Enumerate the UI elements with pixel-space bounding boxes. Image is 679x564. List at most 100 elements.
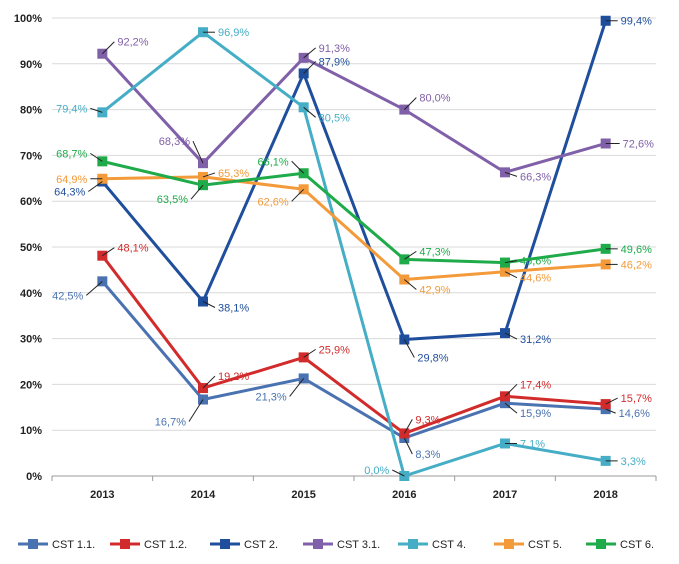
label-leader-line	[504, 260, 518, 264]
label-leader-line	[404, 250, 417, 260]
data-label: 65,3%	[218, 168, 249, 180]
data-label: 19,2%	[218, 371, 249, 383]
label-leader-line	[303, 47, 316, 59]
data-label: 96,9%	[218, 27, 249, 39]
legend-swatch-marker	[120, 539, 130, 549]
legend-item: CST 5.	[494, 539, 562, 551]
data-label: 15,9%	[520, 408, 551, 420]
label-leader-line	[188, 399, 204, 422]
legend-label: CST 1.1.	[52, 539, 95, 551]
legend-item: CST 3.1.	[303, 539, 380, 551]
series-line	[101, 20, 608, 342]
label-leader-line	[90, 152, 103, 162]
legend: CST 1.1. CST 1.2. CST 2. CST 3.1. CST 4. CST …	[18, 539, 654, 551]
legend-swatch-marker	[596, 539, 606, 549]
legend-label: CST 1.2.	[144, 539, 187, 551]
data-label: 15,7%	[621, 393, 652, 405]
series-line	[101, 159, 606, 265]
data-label: 68,7%	[56, 148, 87, 160]
series-line	[101, 52, 607, 174]
data-label: 72,6%	[623, 138, 654, 150]
x-tick-label: 2015	[291, 489, 315, 501]
y-tick-label: 100%	[14, 13, 42, 25]
data-label: 42,5%	[52, 290, 83, 302]
x-tick-label: 2016	[392, 489, 416, 501]
data-label: 0,0%	[364, 465, 389, 477]
data-label: 31,2%	[520, 334, 551, 346]
series-line	[101, 30, 606, 478]
label-leader-line	[291, 188, 305, 202]
label-leader-line	[202, 172, 216, 178]
label-leader-line	[303, 106, 316, 118]
data-label: 80,5%	[319, 112, 350, 124]
label-leader-line	[88, 181, 103, 192]
data-label: 8,3%	[415, 449, 440, 461]
y-tick-label: 10%	[20, 425, 42, 437]
label-leader-line	[605, 397, 618, 405]
y-tick-label: 70%	[20, 150, 42, 162]
data-label: 42,9%	[419, 285, 450, 297]
y-tick-label: 20%	[20, 379, 42, 391]
data-label: 49,6%	[621, 244, 652, 256]
legend-item: CST 1.2.	[110, 539, 187, 551]
data-label: 99,4%	[621, 16, 652, 28]
data-label: 47,3%	[419, 246, 450, 258]
data-label: 25,9%	[319, 344, 350, 356]
legend-swatch-marker	[504, 539, 514, 549]
data-label: 44,6%	[520, 273, 551, 285]
label-leader-line	[403, 437, 413, 455]
axes: 0% 10% 20% 30% 40% 50% 60% 70% 80% 90% 100% 2013 201…	[14, 13, 657, 501]
data-label: 46,2%	[621, 259, 652, 271]
data-label: 64,3%	[54, 187, 85, 199]
data-label: 64,9%	[56, 174, 87, 186]
label-leader-line	[192, 140, 204, 164]
label-leader-line	[90, 107, 103, 113]
data-labels: 42,5% 16,7% 21,3% 8,3% 15,9% 14,6% 48,1% 19,2% 2…	[52, 16, 654, 477]
legend-label: CST 3.1.	[337, 539, 380, 551]
legend-swatch-marker	[408, 539, 418, 549]
label-leader-line	[403, 339, 415, 358]
label-leader-line	[404, 279, 417, 290]
label-leader-line	[190, 184, 204, 200]
data-label: 92,2%	[117, 37, 148, 49]
data-label: 79,4%	[56, 103, 87, 115]
data-label: 38,1%	[218, 303, 249, 315]
label-leader-line	[289, 378, 305, 397]
x-tick-label: 2017	[493, 489, 517, 501]
series-line	[102, 175, 606, 282]
x-tick-label: 2013	[90, 489, 114, 501]
data-label: 46,6%	[520, 256, 551, 268]
data-label: 21,3%	[255, 391, 286, 403]
x-tick-label: 2018	[593, 489, 617, 501]
data-label: 9,3%	[415, 414, 440, 426]
data-label: 48,1%	[117, 243, 148, 255]
label-leader-line	[504, 383, 518, 397]
label-leader-line	[403, 419, 413, 434]
data-label: 7,1%	[520, 438, 545, 450]
legend-item: CST 1.1.	[18, 539, 95, 551]
y-tick-label: 40%	[20, 288, 42, 300]
label-leader-line	[504, 271, 518, 279]
label-leader-line	[605, 408, 616, 414]
label-leader-line	[392, 469, 405, 477]
data-label: 14,6%	[619, 408, 650, 420]
y-tick-label: 60%	[20, 196, 42, 208]
y-tick-label: 30%	[20, 334, 42, 346]
y-tick-label: 80%	[20, 105, 42, 117]
label-leader-line	[504, 332, 518, 340]
data-point-marker	[97, 250, 108, 261]
legend-label: CST 6.	[620, 539, 654, 551]
data-label: 91,3%	[319, 43, 350, 55]
label-leader-line	[403, 97, 417, 110]
legend-item: CST 4.	[398, 539, 466, 551]
label-leader-line	[202, 301, 216, 308]
y-tick-label: 90%	[20, 59, 42, 71]
label-leader-line	[291, 160, 305, 174]
legend-item: CST 2.	[210, 539, 278, 551]
x-tick-label: 2014	[191, 489, 216, 501]
data-label: 80,0%	[419, 93, 450, 105]
data-label: 62,6%	[257, 196, 288, 208]
legend-swatch-marker	[28, 539, 38, 549]
legend-label: CST 2.	[244, 539, 278, 551]
